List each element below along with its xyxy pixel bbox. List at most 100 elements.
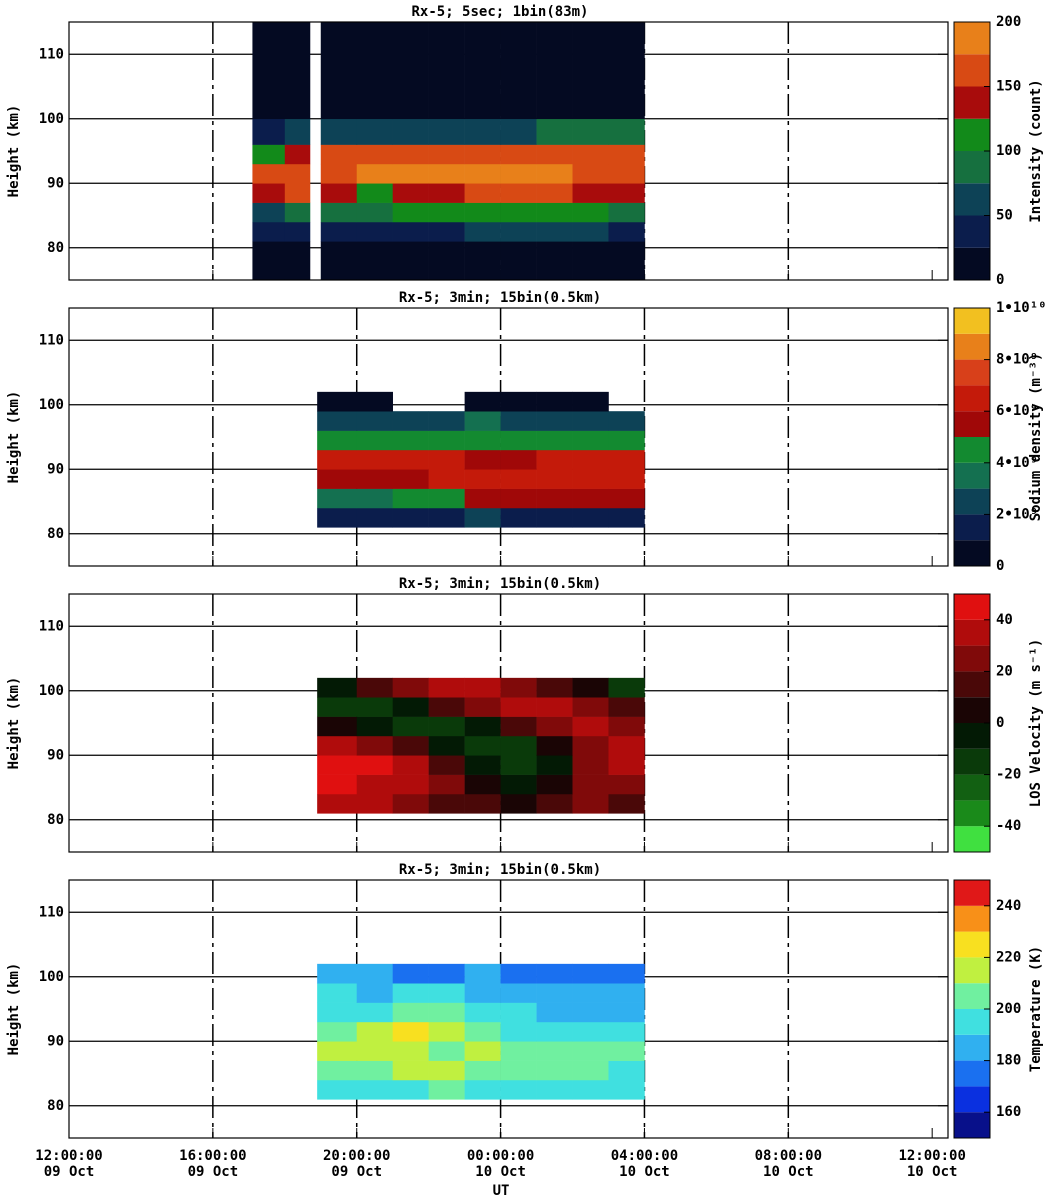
heatmap-cell [356, 22, 393, 120]
heatmap-cell [320, 22, 358, 120]
heatmap-cell [464, 1041, 501, 1061]
heatmap-cell [572, 163, 609, 184]
heatmap-cell [317, 1041, 358, 1061]
colorbar-segment [954, 462, 990, 489]
heatmap-cell [572, 963, 609, 984]
colorbar-tick-label: -40 [996, 818, 1021, 834]
heatmap-cell [572, 430, 609, 451]
heatmap-cell [428, 469, 465, 489]
heatmap-cell [317, 411, 358, 431]
colorbar-tick-label: 100 [996, 143, 1021, 159]
heatmap-cell [464, 183, 501, 203]
colorbar-segment [954, 488, 990, 515]
heatmap-cell [464, 735, 501, 756]
heatmap-cell [500, 793, 537, 814]
x-tick-date: 10 Oct [763, 1164, 814, 1180]
heatmap-cell [608, 221, 645, 242]
y-axis-label: Height (km) [6, 963, 22, 1056]
colorbar-tick-label: 200 [996, 1001, 1021, 1017]
heatmap-cell [356, 163, 393, 184]
heatmap-cell [284, 241, 311, 281]
heatmap-cell [608, 118, 645, 145]
heatmap-cell [464, 677, 501, 698]
x-tick-label: 20:00:00 [323, 1148, 390, 1164]
heatmap-cell [356, 697, 393, 717]
heatmap-cell [500, 735, 537, 756]
heatmap-cell [608, 183, 645, 203]
heatmap-cell [464, 963, 501, 984]
colorbar-tick-label: 240 [996, 898, 1021, 914]
heatmap-cell [500, 1041, 537, 1061]
heatmap-cell [356, 963, 393, 984]
heatmap-cell [392, 1002, 429, 1023]
heatmap-cell [464, 1002, 501, 1023]
colorbar-tick-label: 150 [996, 79, 1021, 95]
heatmap-cell [500, 755, 537, 775]
heatmap-cell [500, 469, 537, 489]
heatmap-cell [572, 411, 609, 431]
heatmap-cell [536, 755, 573, 775]
heatmap-cell [317, 469, 358, 489]
heatmap-cell [252, 22, 286, 120]
colorbar-tick-label: 160 [996, 1104, 1021, 1120]
heatmap-cell [428, 677, 465, 698]
colorbar-frame [953, 307, 991, 567]
x-tick-label: 08:00:00 [755, 1148, 822, 1164]
heatmap-cell [356, 1021, 393, 1042]
heatmap-cell [572, 202, 609, 223]
heatmap-cell [500, 411, 537, 431]
heatmap-cell [392, 1060, 429, 1081]
colorbar-tick-label: 0 [996, 558, 1004, 574]
colorbar-segment [954, 619, 990, 646]
heatmap-cell [572, 1079, 609, 1100]
heatmap-cell [428, 488, 465, 509]
heatmap-cell [464, 716, 501, 737]
y-tick-label: 80 [47, 1098, 64, 1114]
y-tick-label: 80 [47, 240, 64, 256]
heatmap-cell [428, 163, 465, 184]
heatmap-cell [428, 793, 465, 814]
heatmap-cell [428, 241, 465, 281]
heatmap-cell [428, 507, 465, 528]
heatmap-cell [428, 1041, 465, 1061]
colorbar-segment [954, 1009, 990, 1035]
heatmap-cell [608, 1041, 645, 1061]
heatmap-cell [320, 202, 358, 223]
colorbar-segment [954, 385, 990, 412]
heatmap-cell [320, 221, 358, 242]
x-tick-label: 12:00:00 [35, 1148, 102, 1164]
y-tick-label: 100 [39, 969, 64, 985]
heatmap-cell [428, 118, 465, 145]
heatmap-cell [572, 983, 609, 1003]
heatmap-cell [572, 469, 609, 489]
colorbar-segment [954, 671, 990, 698]
heatmap-cell [608, 488, 645, 509]
heatmap-cell [608, 22, 645, 120]
colorbar-segment [954, 1034, 990, 1061]
heatmap-cell [392, 1079, 429, 1100]
heatmap-cell [464, 411, 501, 431]
heatmap-cell [464, 507, 501, 528]
heatmap-cell [392, 163, 429, 184]
heatmap-cell [536, 793, 573, 814]
colorbar-tick-label: 20 [996, 663, 1013, 679]
y-tick-label: 110 [39, 904, 64, 920]
heatmap-cell [536, 202, 573, 223]
heatmap-cell [536, 1002, 573, 1023]
colorbar-segment [954, 86, 990, 119]
heatmap-cell [608, 411, 645, 431]
heatmap-cell [572, 755, 609, 775]
heatmap-cell [428, 144, 465, 165]
heatmap-cell [464, 163, 501, 184]
heatmap-cell [284, 22, 311, 120]
colorbar-segment [954, 1112, 990, 1138]
heatmap-cell [320, 144, 358, 165]
y-tick-label: 90 [47, 747, 64, 763]
heatmap-cell [608, 1002, 645, 1023]
panel: Rx-5; 3min; 15bin(0.5km) Height (km) 80 90 1… [6, 862, 1044, 1199]
heatmap-cell [317, 983, 358, 1003]
heatmap-cell [428, 183, 465, 203]
heatmap-cell [536, 163, 573, 184]
heatmap-cell [572, 677, 609, 698]
y-axis-label: Height (km) [6, 391, 22, 484]
